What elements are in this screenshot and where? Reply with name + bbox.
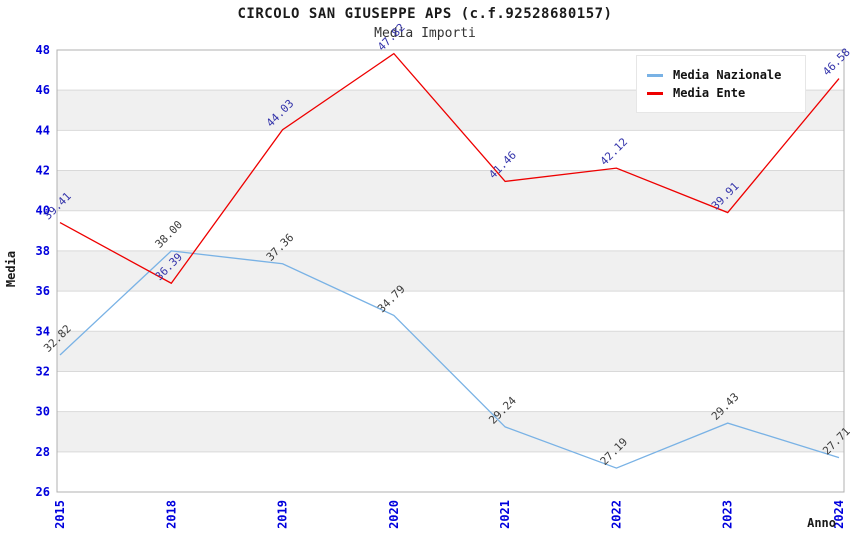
svg-text:34: 34: [36, 324, 50, 338]
svg-text:2024: 2024: [832, 500, 846, 529]
svg-text:2019: 2019: [276, 500, 290, 529]
legend-label: Media Nazionale: [673, 68, 782, 82]
svg-text:38: 38: [36, 244, 50, 258]
svg-text:48: 48: [36, 43, 50, 57]
svg-text:42: 42: [36, 164, 50, 178]
svg-text:2018: 2018: [164, 500, 178, 529]
svg-text:36: 36: [36, 284, 50, 298]
svg-text:28: 28: [36, 445, 50, 459]
svg-text:2020: 2020: [387, 500, 401, 529]
svg-text:30: 30: [36, 405, 50, 419]
svg-text:2023: 2023: [721, 500, 735, 529]
svg-text:32: 32: [36, 364, 50, 378]
legend-label: Media Ente: [673, 86, 746, 100]
svg-text:46: 46: [36, 83, 50, 97]
legend-swatch-red-line-icon: [647, 91, 663, 95]
legend-item-media-ente: Media Ente: [647, 86, 795, 100]
svg-text:26: 26: [36, 485, 50, 499]
svg-text:2021: 2021: [498, 500, 512, 529]
svg-text:44: 44: [36, 123, 50, 137]
legend: Media Nazionale Media Ente: [636, 55, 806, 113]
chart-title: CIRCOLO SAN GIUSEPPE APS (c.f.9252868015…: [237, 6, 613, 22]
chart-subtitle: Media Importi: [374, 26, 476, 41]
svg-text:40: 40: [36, 204, 50, 218]
x-axis-label: Anno: [807, 516, 836, 530]
svg-text:2022: 2022: [609, 500, 623, 529]
legend-item-media-nazionale: Media Nazionale: [647, 68, 795, 82]
legend-swatch-blue-line-icon: [647, 73, 663, 77]
svg-text:2015: 2015: [53, 500, 67, 529]
svg-text:47.82: 47.82: [375, 21, 408, 54]
y-axis-label: Media: [4, 250, 18, 288]
